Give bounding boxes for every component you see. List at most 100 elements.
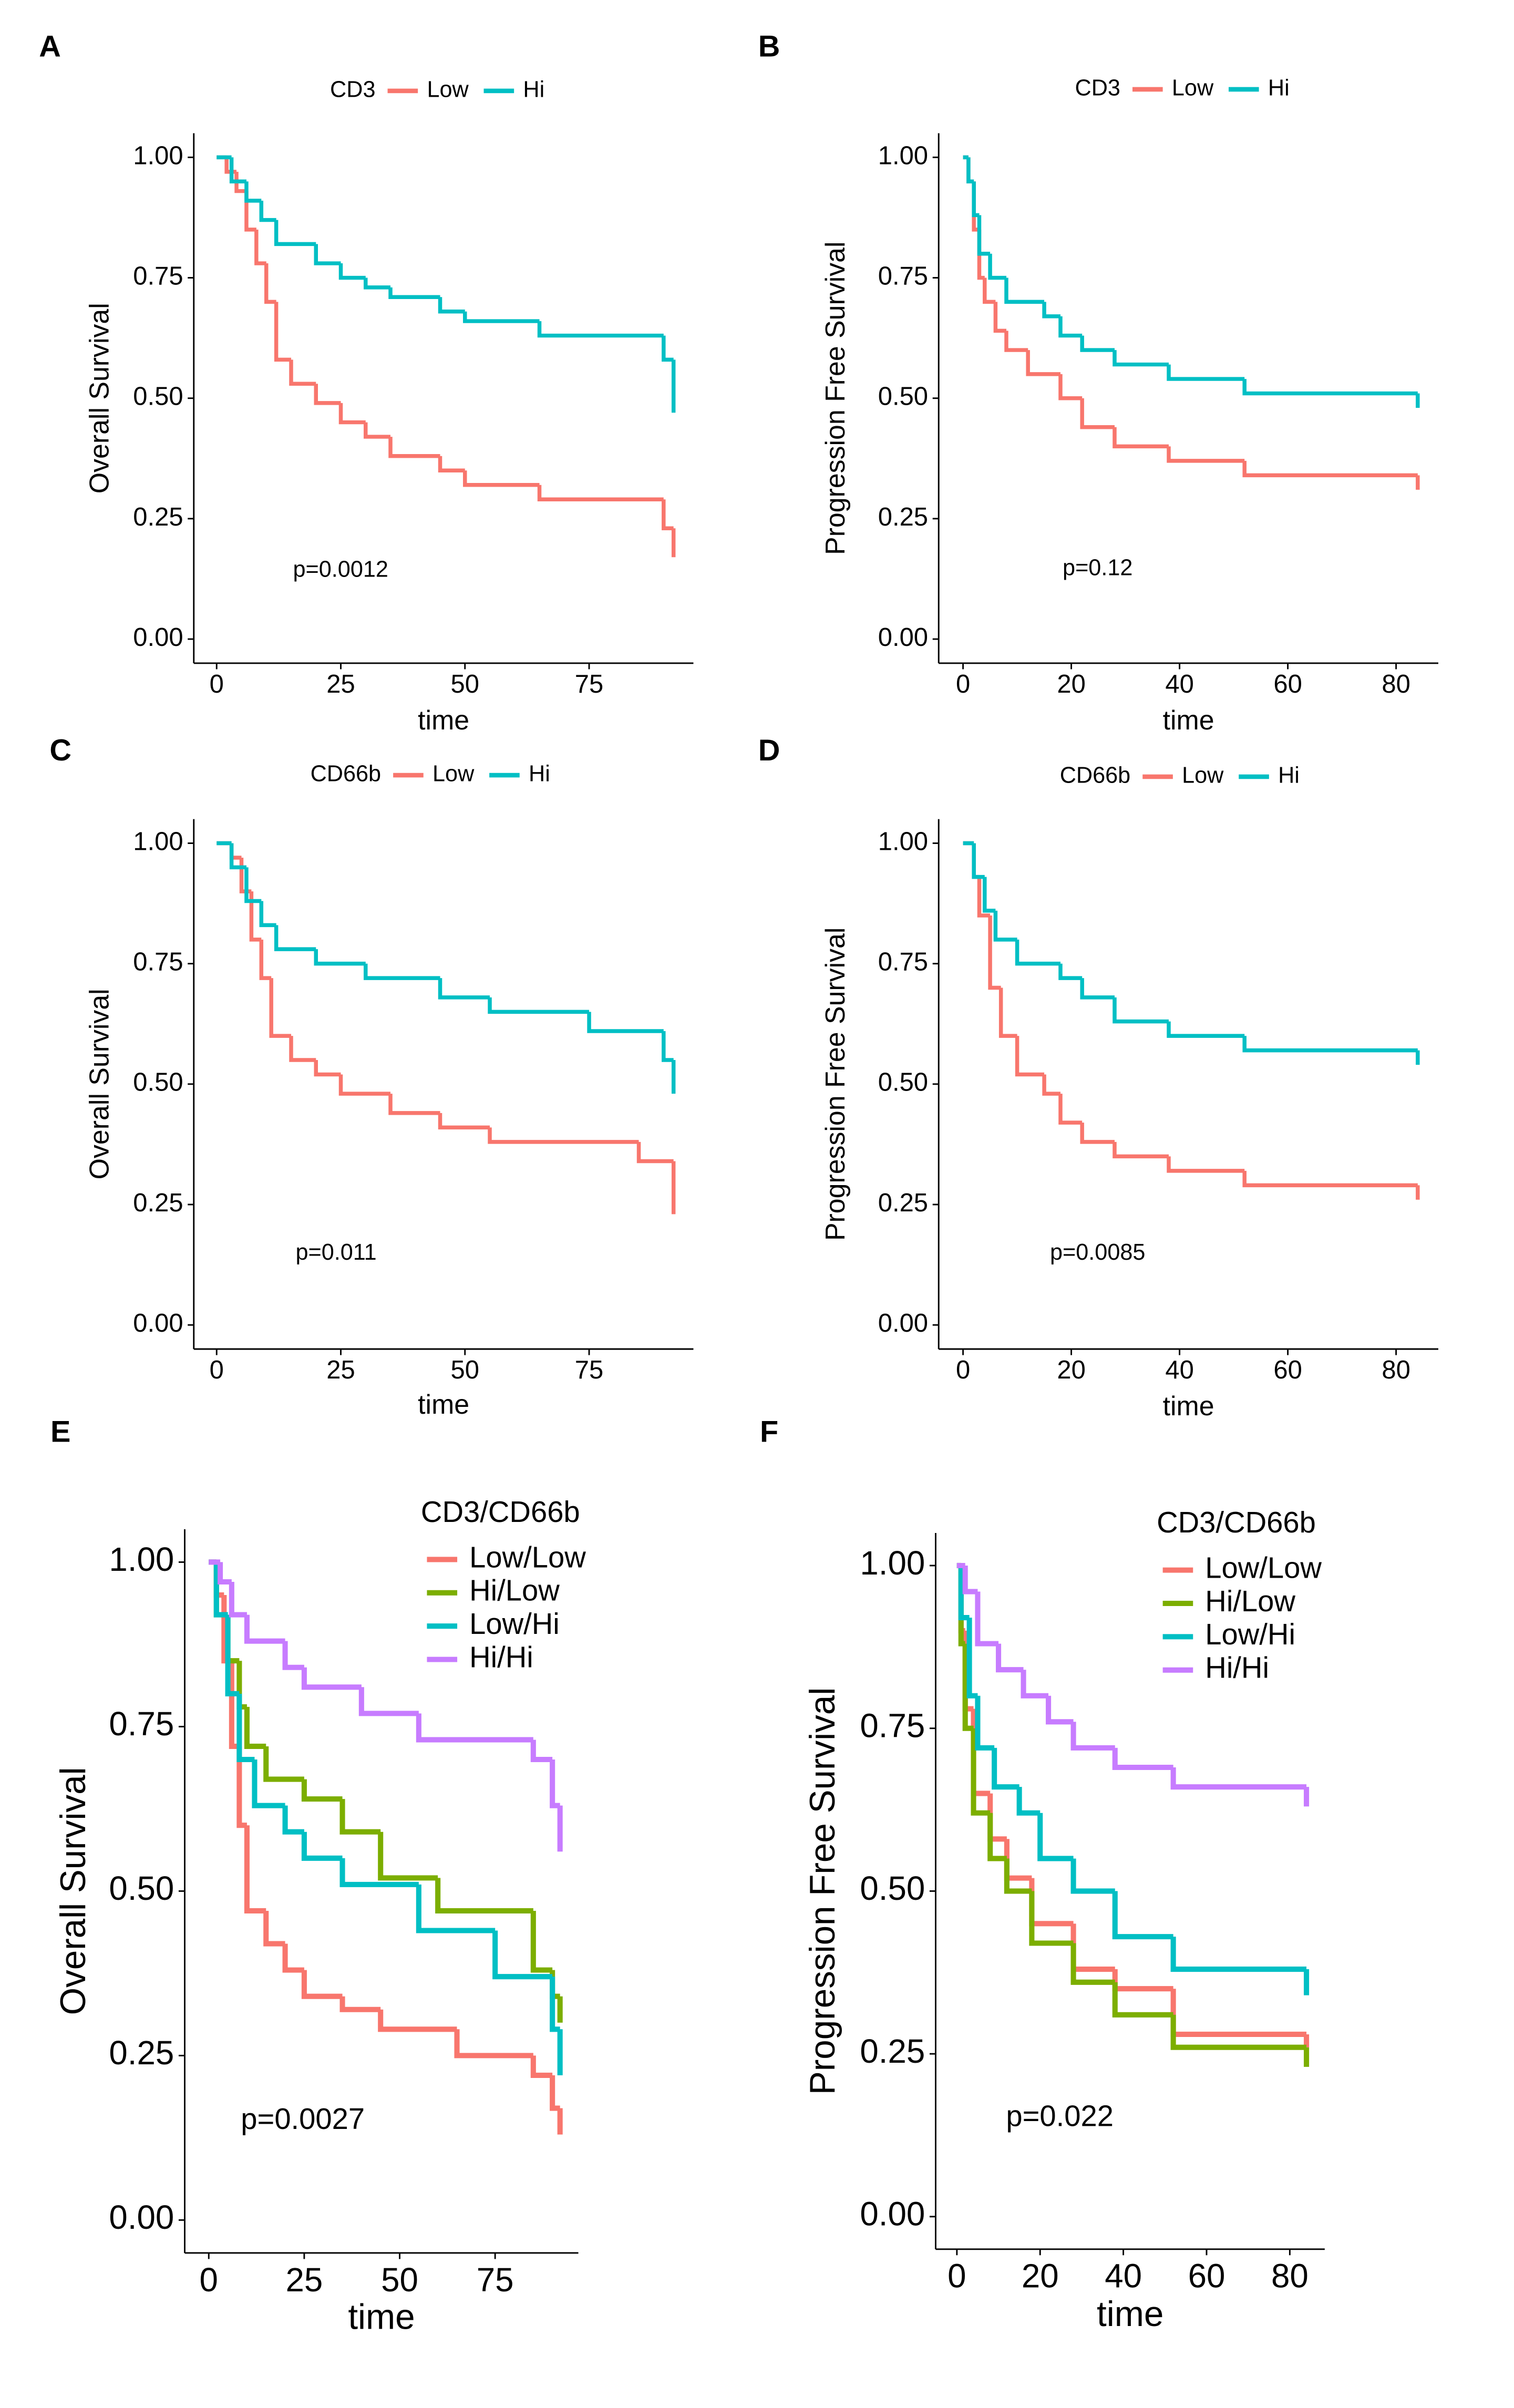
survival-step bbox=[244, 191, 256, 232]
panel: F 0.00 0.25 0.50 0.75 1.00 0 20 40 60 80 time Progre… bbox=[760, 1415, 1325, 2334]
survival-step bbox=[301, 1779, 343, 1802]
x-tick-label: 0 bbox=[210, 1356, 224, 1384]
survival-step bbox=[314, 1059, 341, 1077]
survival-step bbox=[492, 1930, 553, 1980]
survival-step bbox=[244, 867, 262, 903]
legend-title: CD66b bbox=[311, 761, 381, 787]
x-tick-label: 25 bbox=[326, 670, 355, 698]
survival-step bbox=[1080, 978, 1115, 1000]
survival-step bbox=[1242, 1036, 1418, 1053]
annotation: p=0.0012 bbox=[293, 557, 388, 582]
survival-step bbox=[488, 997, 590, 1014]
survival-step bbox=[1242, 1170, 1418, 1188]
x-tick-label: 60 bbox=[1188, 2258, 1225, 2295]
survival-step bbox=[358, 1687, 419, 1716]
survival-step bbox=[1242, 460, 1418, 478]
survival-step bbox=[1046, 1695, 1074, 1725]
survival-step bbox=[252, 1759, 285, 1808]
survival-step bbox=[972, 181, 980, 218]
y-tick-label: 0.25 bbox=[878, 1189, 928, 1217]
survival-step bbox=[234, 171, 246, 193]
y-tick-label: 0.00 bbox=[878, 623, 928, 652]
survival-step bbox=[975, 1695, 995, 1751]
y-tick-label: 1.00 bbox=[878, 827, 928, 856]
survival-step bbox=[1170, 2014, 1307, 2050]
survival-step bbox=[274, 925, 316, 951]
y-tick-label: 0.75 bbox=[860, 1707, 925, 1745]
survival-step bbox=[1242, 379, 1418, 396]
survival-step bbox=[1037, 1813, 1074, 1861]
legend-label: Hi/Low bbox=[1205, 1584, 1295, 1618]
annotation: p=0.12 bbox=[1063, 555, 1132, 581]
legend-label: Low/Low bbox=[469, 1540, 586, 1573]
survival-step bbox=[438, 297, 465, 314]
survival-step bbox=[975, 1591, 999, 1647]
legend-title: CD3 bbox=[330, 77, 375, 102]
survival-step bbox=[988, 253, 1006, 280]
legend-label: Hi/Hi bbox=[1205, 1651, 1269, 1684]
survival-step bbox=[416, 1713, 533, 1743]
survival-step bbox=[1170, 1937, 1307, 1972]
annotation: p=0.011 bbox=[295, 1240, 376, 1265]
annotation: p=0.022 bbox=[1006, 2099, 1114, 2132]
survival-step bbox=[388, 1094, 440, 1115]
x-tick-label: 75 bbox=[575, 1356, 603, 1384]
survival-step bbox=[229, 157, 246, 183]
y-axis-label: Progression Free Survival bbox=[803, 1687, 842, 2095]
survival-step bbox=[259, 901, 276, 928]
y-tick-label: 0.50 bbox=[133, 1068, 183, 1097]
survival-step bbox=[1112, 1891, 1173, 1940]
survival-step bbox=[244, 1706, 266, 1750]
survival-step bbox=[966, 1618, 978, 1699]
survival-step bbox=[993, 910, 1017, 942]
survival-step bbox=[1058, 1094, 1083, 1125]
legend-label: Low/Hi bbox=[1205, 1618, 1295, 1651]
survival-step bbox=[378, 1831, 438, 1881]
survival-step bbox=[301, 1831, 343, 1861]
y-tick-label: 0.00 bbox=[133, 623, 183, 652]
annotation: p=0.0085 bbox=[1050, 1240, 1145, 1265]
y-tick-label: 0.75 bbox=[133, 262, 183, 290]
survival-step bbox=[962, 1565, 978, 1594]
survival-step bbox=[537, 321, 664, 338]
survival-step bbox=[987, 1813, 1007, 1861]
survival-step bbox=[1004, 331, 1028, 352]
panel-label: B bbox=[758, 29, 780, 63]
survival-step bbox=[1167, 364, 1245, 381]
survival-step bbox=[364, 277, 391, 290]
y-tick-label: 0.25 bbox=[133, 1189, 183, 1217]
survival-step bbox=[550, 2075, 560, 2111]
survival-step bbox=[338, 1074, 391, 1096]
legend-label: Hi bbox=[529, 761, 550, 787]
survival-step bbox=[289, 359, 316, 386]
survival-step bbox=[263, 1746, 304, 1782]
survival-step bbox=[1167, 1021, 1245, 1038]
survival-step bbox=[244, 1614, 285, 1644]
legend-label: Low bbox=[1182, 763, 1224, 788]
survival-step bbox=[463, 311, 540, 323]
survival-step bbox=[259, 200, 276, 222]
survival-step bbox=[301, 1970, 343, 1999]
survival-step bbox=[435, 1878, 533, 1914]
x-axis-label: time bbox=[1097, 2294, 1163, 2334]
survival-step bbox=[1070, 1858, 1115, 1894]
survival-step bbox=[1042, 302, 1060, 318]
survival-step bbox=[550, 1977, 560, 2032]
survival-step bbox=[1070, 1722, 1115, 1751]
x-tick-label: 50 bbox=[381, 2261, 418, 2299]
survival-step bbox=[438, 1113, 490, 1130]
survival-step bbox=[962, 1643, 974, 1731]
x-tick-label: 25 bbox=[326, 1356, 355, 1384]
y-tick-label: 0.75 bbox=[133, 948, 183, 976]
legend-label: Low bbox=[432, 761, 475, 787]
survival-step bbox=[463, 470, 540, 487]
survival-step bbox=[662, 1031, 674, 1062]
x-tick-label: 20 bbox=[1022, 2258, 1059, 2295]
x-tick-label: 0 bbox=[956, 670, 970, 698]
panel-label: D bbox=[758, 734, 780, 767]
x-tick-label: 25 bbox=[285, 2261, 323, 2299]
panel-label: F bbox=[760, 1415, 778, 1449]
survival-step bbox=[1080, 335, 1115, 352]
survival-step bbox=[229, 843, 246, 870]
survival-step bbox=[339, 1858, 419, 1887]
